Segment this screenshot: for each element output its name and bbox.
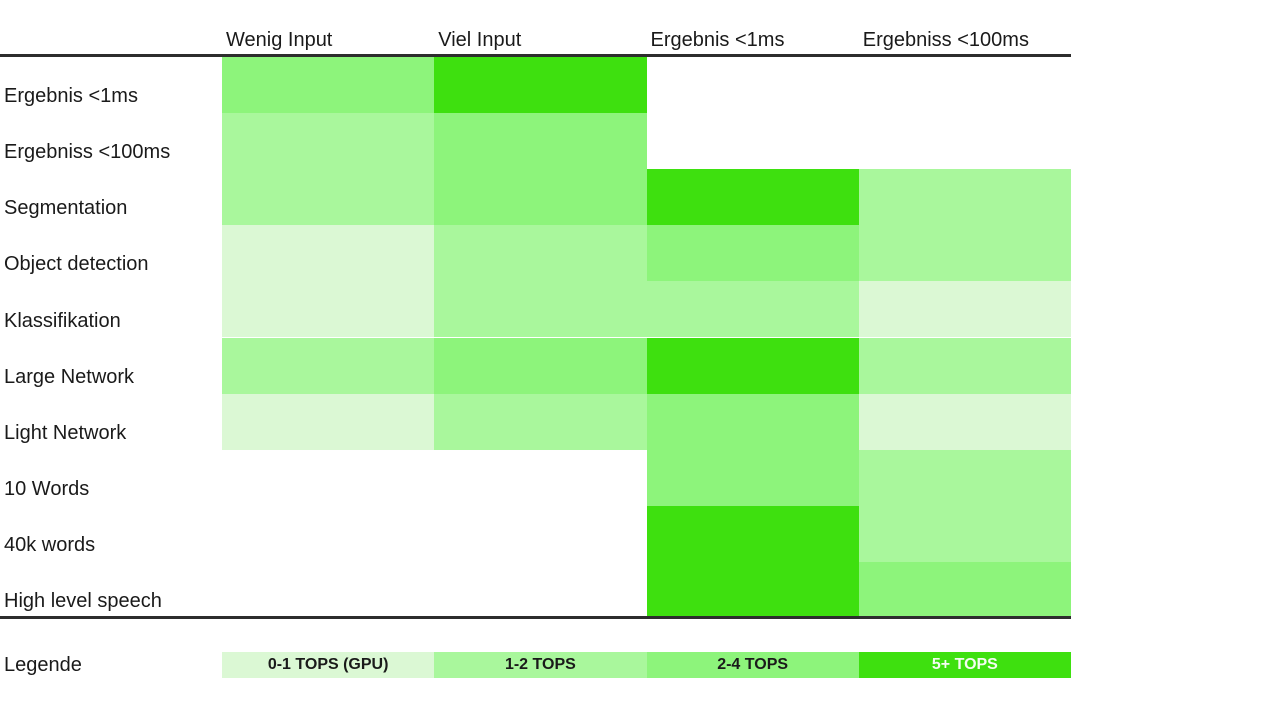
heatmap-cell (222, 169, 435, 226)
heatmap-cell (858, 281, 1071, 338)
heatmap-cell (222, 393, 435, 450)
row-label: 10 Words (4, 477, 90, 500)
heatmap-cell (434, 169, 647, 226)
footer-rule (0, 616, 1071, 619)
heatmap-cell (646, 505, 859, 562)
heatmap-cell (646, 225, 859, 282)
heatmap-cell (222, 449, 435, 506)
heatmap-cell (858, 449, 1071, 506)
row-label: Segmentation (4, 197, 128, 220)
legend-label: Legende (4, 653, 82, 676)
legend-item: 0-1 TOPS (GPU) (222, 652, 435, 678)
heatmap-cell (222, 225, 435, 282)
heatmap-cell (646, 113, 859, 170)
heatmap-cell (858, 561, 1071, 618)
heatmap-cell (858, 337, 1071, 394)
column-header: Ergebniss <100ms (862, 29, 1029, 51)
legend-item: 2-4 TOPS (646, 652, 859, 678)
heatmap-cell (646, 449, 859, 506)
header-rule (0, 54, 1071, 57)
heatmap-cell (222, 281, 435, 338)
heatmap-cell (858, 505, 1071, 562)
legend-item: 5+ TOPS (858, 652, 1071, 678)
heatmap-cell (858, 57, 1071, 114)
heatmap-cell (434, 393, 647, 450)
heatmap-cell (222, 57, 435, 114)
row-label: Klassifikation (4, 309, 121, 332)
heatmap-cell (646, 57, 859, 114)
heatmap-cell (434, 281, 647, 338)
heatmap-cell (434, 505, 647, 562)
heatmap-cell (222, 561, 435, 618)
heatmap-cell (434, 561, 647, 618)
row-label: Ergebniss <100ms (4, 141, 171, 164)
row-label: Large Network (4, 365, 135, 388)
heatmap-cell (434, 57, 647, 114)
row-label: High level speech (4, 590, 162, 612)
column-header: Viel Input (438, 29, 522, 51)
heatmap-cell (646, 561, 859, 618)
heatmap-cell (222, 505, 435, 562)
heatmap-cell (858, 169, 1071, 226)
heatmap-cell (434, 449, 647, 506)
row-label: Object detection (4, 253, 149, 276)
heatmap-cell (434, 113, 647, 170)
row-label: Light Network (4, 421, 127, 444)
column-header: Ergebnis <1ms (650, 29, 785, 51)
heatmap-cell (434, 337, 647, 394)
column-header: Wenig Input (226, 29, 333, 51)
row-label: 40k words (4, 533, 96, 556)
row-label: Ergebnis <1ms (4, 85, 138, 108)
heatmap-cell (222, 337, 435, 394)
heatmap-cell (646, 393, 859, 450)
heatmap-cell (646, 337, 859, 394)
heatmap-cell (434, 225, 647, 282)
heatmap-cell (646, 169, 859, 226)
heatmap-cell (858, 225, 1071, 282)
heatmap-cell (858, 113, 1071, 170)
legend-item: 1-2 TOPS (434, 652, 647, 678)
heatmap-cell (858, 393, 1071, 450)
heatmap-cell (646, 281, 859, 338)
heatmap-cell (222, 113, 435, 170)
